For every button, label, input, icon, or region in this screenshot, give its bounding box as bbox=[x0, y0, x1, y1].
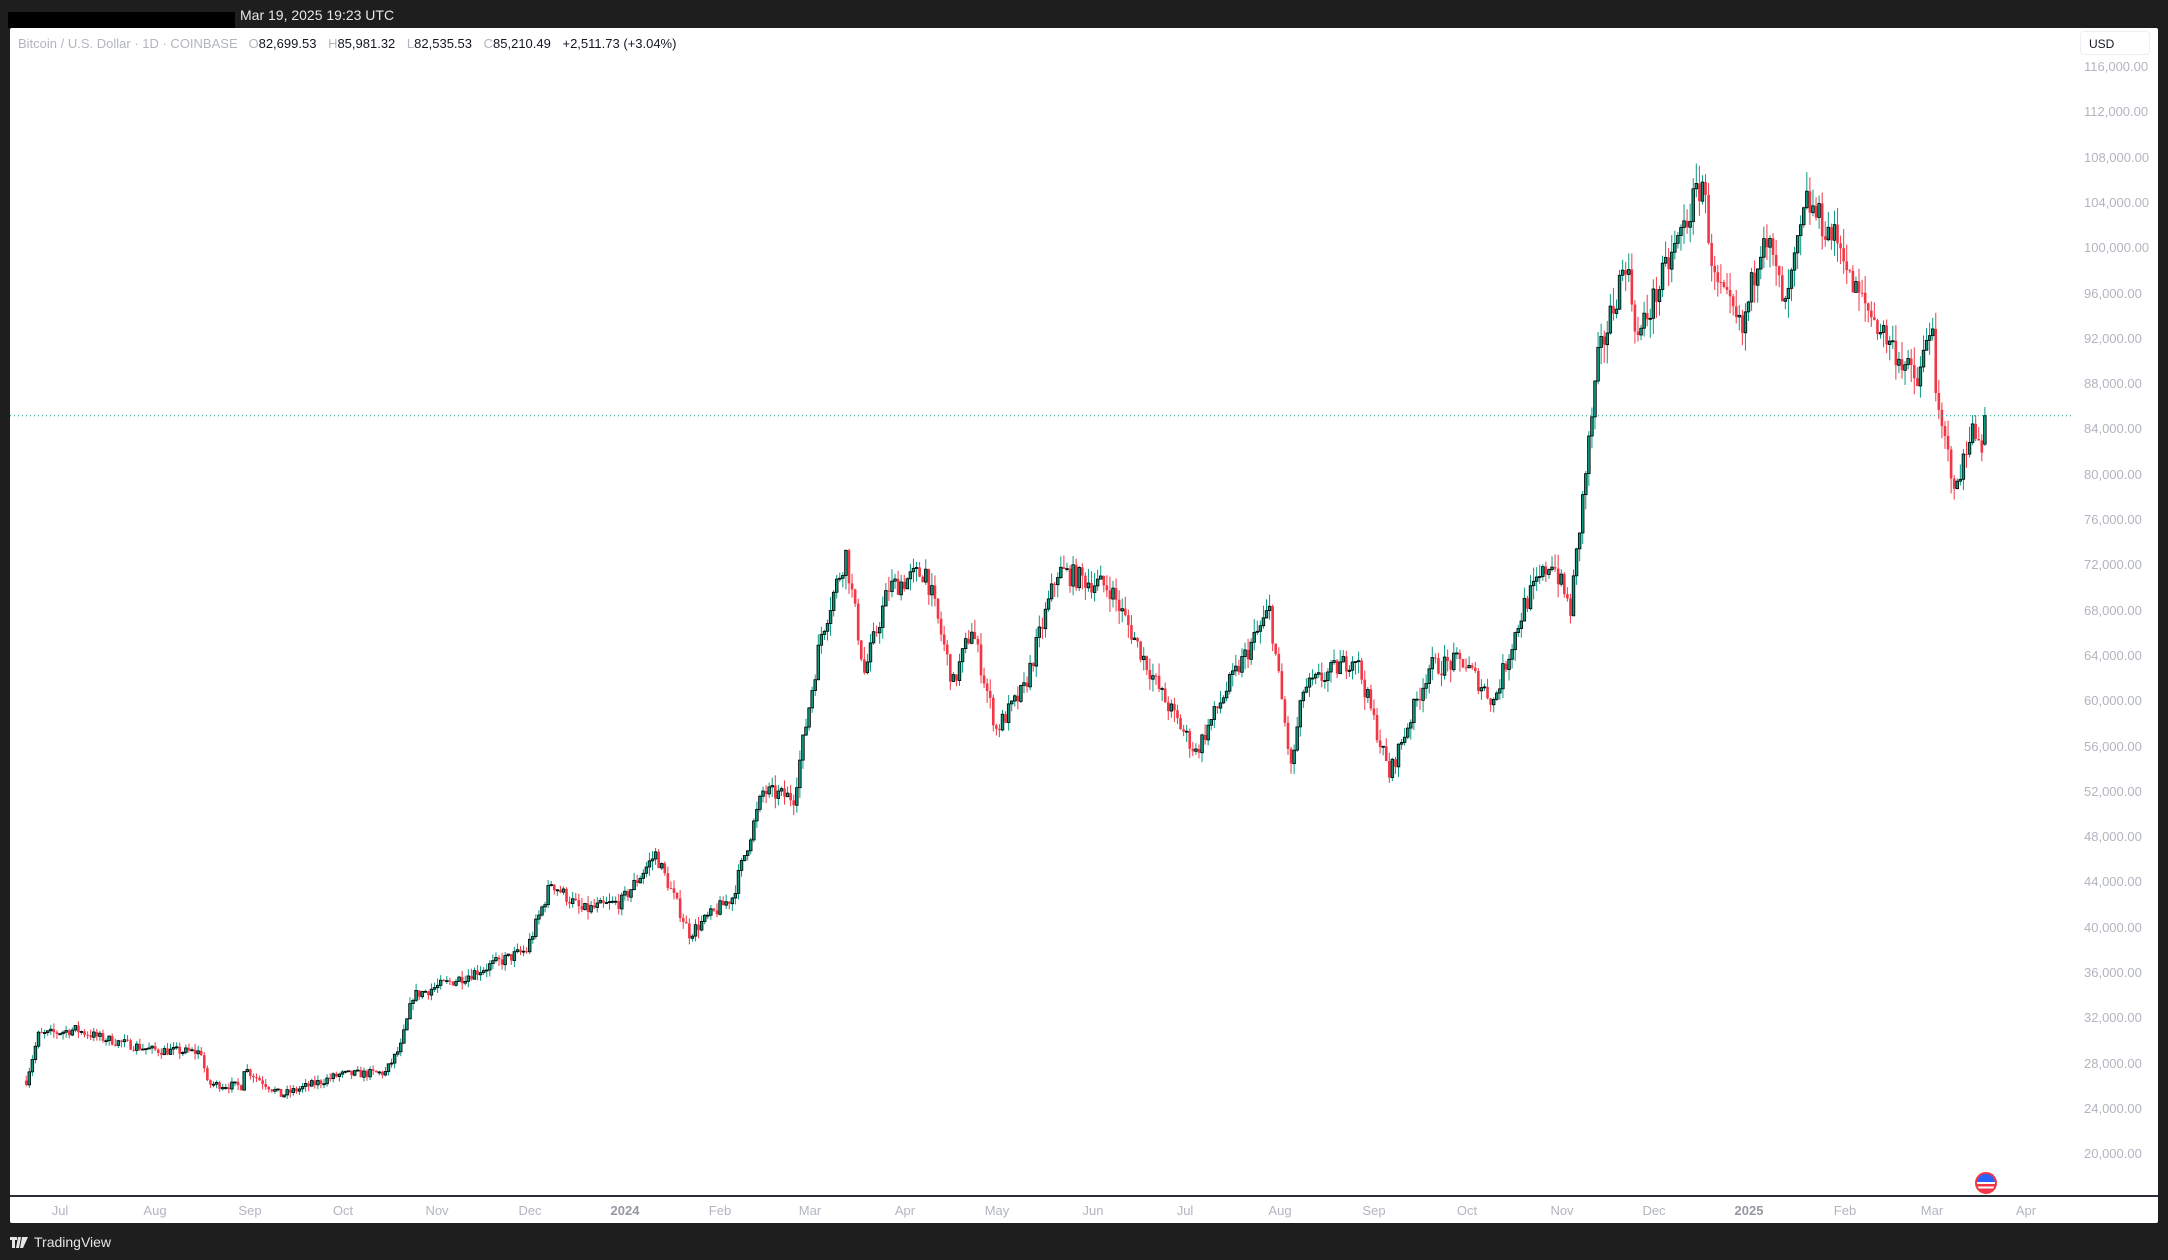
time-tick: Mar bbox=[1920, 1203, 1944, 1218]
price-tick: 32,000.00 bbox=[2084, 1010, 2142, 1026]
price-tick: 88,000.00 bbox=[2084, 376, 2142, 392]
time-tick: 2024 bbox=[610, 1203, 640, 1218]
low-value: 82,535.53 bbox=[414, 36, 472, 51]
open-label: O bbox=[248, 36, 259, 51]
tradingview-logo[interactable]: TradingView bbox=[10, 1234, 111, 1250]
price-tick: 28,000.00 bbox=[2084, 1055, 2142, 1071]
price-tick: 84,000.00 bbox=[2084, 421, 2142, 437]
price-tick: 104,000.00 bbox=[2084, 194, 2150, 210]
us-flag-event-icon[interactable] bbox=[1975, 1172, 1997, 1194]
time-tick: Oct bbox=[332, 1203, 354, 1218]
price-tick: 108,000.00 bbox=[2084, 149, 2150, 165]
price-tick: 92,000.00 bbox=[2084, 330, 2142, 346]
symbol-legend: Bitcoin / U.S. Dollar · 1D · COINBASE O8… bbox=[18, 36, 676, 51]
high-value: 85,981.32 bbox=[337, 36, 396, 51]
open-value: 82,699.53 bbox=[258, 36, 317, 51]
price-tick: 56,000.00 bbox=[2084, 738, 2142, 754]
time-tick: Dec bbox=[518, 1203, 542, 1218]
price-tick: 72,000.00 bbox=[2084, 557, 2142, 573]
price-tick: 116,000.00 bbox=[2084, 59, 2149, 74]
price-tick: 64,000.00 bbox=[2084, 647, 2142, 663]
price-tick: 48,000.00 bbox=[2084, 829, 2142, 845]
time-tick: May bbox=[984, 1203, 1010, 1218]
price-tick: 100,000.00 bbox=[2084, 240, 2150, 256]
time-tick: Apr bbox=[2015, 1203, 2037, 1218]
time-tick: Feb bbox=[1833, 1203, 1857, 1218]
price-tick: 96,000.00 bbox=[2084, 285, 2142, 301]
price-tick: 80,000.00 bbox=[2084, 466, 2142, 482]
time-tick: Jul bbox=[1176, 1203, 1194, 1218]
time-tick: Oct bbox=[1456, 1203, 1478, 1218]
price-tick: 76,000.00 bbox=[2084, 512, 2142, 527]
price-tick: 20,000.00 bbox=[2084, 1146, 2142, 1162]
time-tick: 2025 bbox=[1734, 1203, 1764, 1218]
price-tick: 52,000.00 bbox=[2084, 783, 2142, 799]
brand-name: TradingView bbox=[34, 1234, 112, 1250]
redacted-title bbox=[8, 12, 235, 28]
snapshot-timestamp: Mar 19, 2025 19:23 UTC bbox=[240, 7, 395, 23]
price-tick: 24,000.00 bbox=[2084, 1100, 2142, 1116]
time-tick: Feb bbox=[708, 1203, 732, 1218]
time-tick: Aug bbox=[143, 1203, 167, 1218]
price-tick: 44,000.00 bbox=[2084, 874, 2142, 890]
time-tick: Apr bbox=[894, 1203, 916, 1218]
close-label: C bbox=[483, 36, 494, 51]
price-tick: 36,000.00 bbox=[2084, 965, 2142, 980]
time-tick: Sep bbox=[238, 1203, 262, 1218]
time-tick: Aug bbox=[1268, 1203, 1292, 1218]
time-tick: Mar bbox=[798, 1203, 822, 1218]
high-label: H bbox=[328, 36, 338, 51]
tradingview-logo-icon bbox=[10, 1236, 28, 1248]
change-value: +2,511.73 (+3.04%) bbox=[562, 36, 677, 51]
time-tick: Nov bbox=[425, 1203, 449, 1218]
top-bar: Mar 19, 2025 19:23 UTC bbox=[0, 0, 2168, 28]
price-tick: 40,000.00 bbox=[2084, 919, 2142, 935]
price-tick: 68,000.00 bbox=[2084, 602, 2142, 618]
symbol-title[interactable]: Bitcoin / U.S. Dollar · 1D · COINBASE bbox=[18, 36, 238, 51]
low-label: L bbox=[406, 36, 415, 51]
time-tick: Jun bbox=[1082, 1203, 1104, 1218]
time-tick: Sep bbox=[1362, 1203, 1386, 1218]
time-axis-divider bbox=[10, 1195, 2158, 1197]
price-tick: 60,000.00 bbox=[2084, 693, 2142, 709]
close-value: 85,210.49 bbox=[493, 36, 551, 51]
time-tick: Nov bbox=[1550, 1203, 1574, 1218]
price-tick: 112,000.00 bbox=[2084, 104, 2149, 120]
time-tick: Dec bbox=[1642, 1203, 1666, 1218]
currency-selector[interactable]: USD bbox=[2080, 31, 2150, 55]
candles bbox=[24, 163, 1987, 1099]
time-tick: Jul bbox=[51, 1203, 69, 1218]
